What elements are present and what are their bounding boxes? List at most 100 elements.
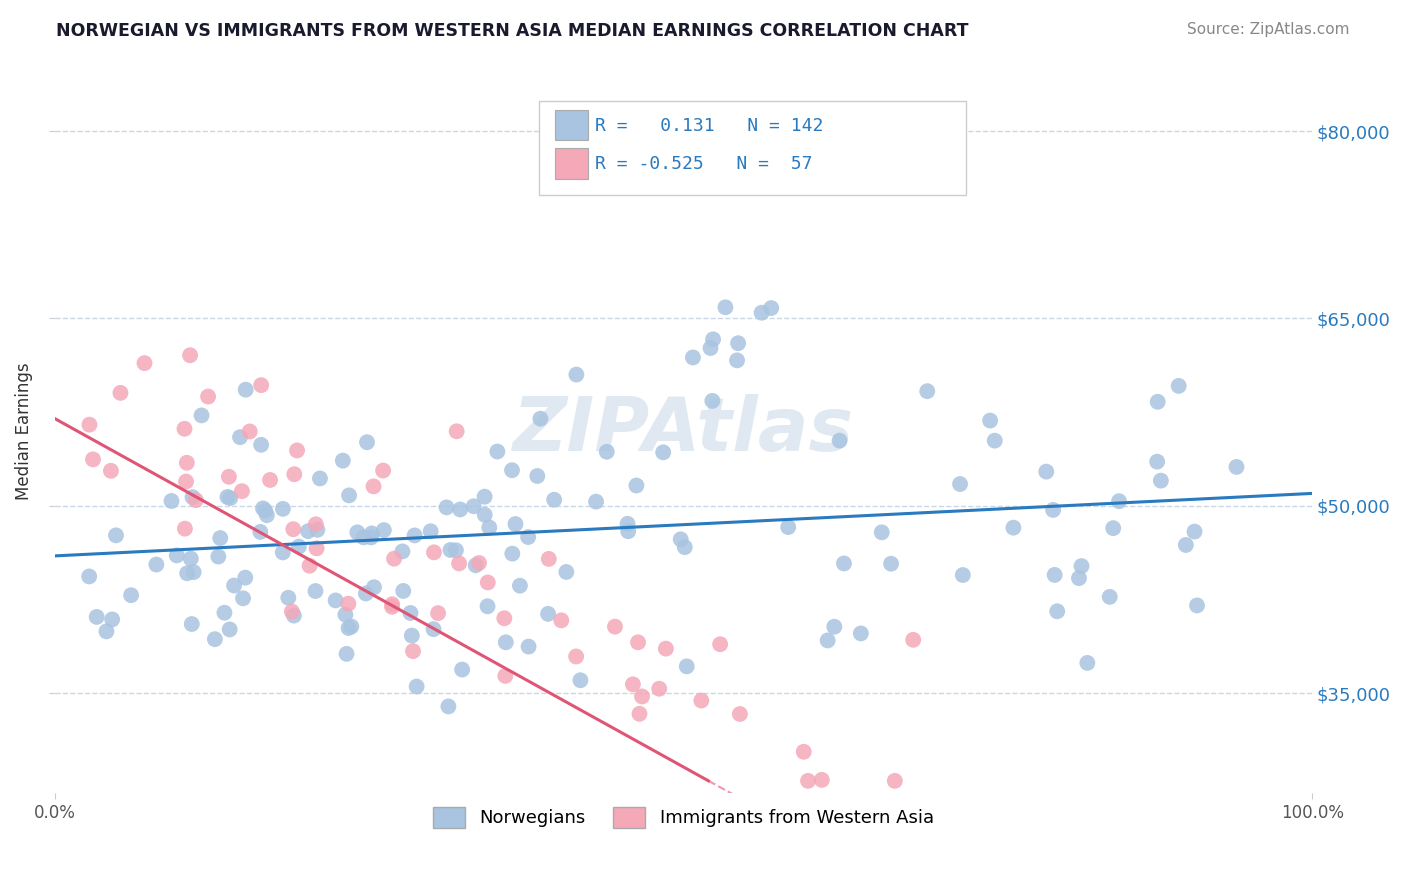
Point: [751, 306, 773, 320]
Point: [382, 551, 405, 566]
Point: [105, 528, 128, 542]
Point: [256, 508, 278, 523]
Point: [381, 597, 404, 611]
Point: [621, 677, 644, 691]
Point: [501, 547, 523, 561]
Point: [271, 501, 294, 516]
Text: ZIPAtlas: ZIPAtlas: [513, 394, 853, 467]
Point: [288, 540, 311, 554]
Point: [277, 591, 299, 605]
Point: [915, 384, 938, 399]
Point: [648, 681, 671, 696]
Point: [363, 479, 385, 493]
Point: [626, 478, 648, 492]
Point: [356, 435, 378, 450]
Point: [304, 584, 326, 599]
Point: [250, 378, 273, 392]
Point: [1184, 524, 1206, 539]
Point: [217, 490, 239, 504]
Point: [437, 699, 460, 714]
Point: [100, 464, 122, 478]
Point: [501, 463, 523, 477]
Point: [617, 524, 640, 539]
Point: [793, 745, 815, 759]
Point: [702, 332, 724, 346]
Point: [353, 530, 375, 544]
Point: [797, 773, 820, 788]
Point: [232, 591, 254, 606]
Point: [254, 503, 277, 517]
Point: [371, 464, 394, 478]
Point: [281, 605, 304, 619]
Point: [1174, 538, 1197, 552]
Point: [401, 629, 423, 643]
Point: [526, 469, 548, 483]
Point: [517, 640, 540, 654]
Point: [354, 586, 377, 600]
Point: [145, 558, 167, 572]
Point: [1076, 656, 1098, 670]
Point: [110, 385, 132, 400]
Point: [271, 545, 294, 559]
Point: [1002, 521, 1025, 535]
Point: [569, 673, 592, 688]
Point: [811, 772, 834, 787]
Point: [1146, 394, 1168, 409]
Point: [849, 626, 872, 640]
Point: [174, 522, 197, 536]
Point: [120, 588, 142, 602]
Point: [537, 607, 560, 621]
Point: [903, 632, 925, 647]
Point: [616, 516, 638, 531]
Point: [184, 493, 207, 508]
Point: [231, 484, 253, 499]
Text: Source: ZipAtlas.com: Source: ZipAtlas.com: [1187, 22, 1350, 37]
Point: [1043, 568, 1066, 582]
Point: [714, 301, 737, 315]
Point: [585, 494, 607, 508]
Point: [673, 540, 696, 554]
Point: [494, 611, 516, 625]
Point: [952, 568, 974, 582]
Point: [219, 491, 242, 505]
Point: [870, 525, 893, 540]
Point: [631, 690, 654, 704]
FancyBboxPatch shape: [538, 101, 966, 195]
Point: [761, 301, 783, 315]
Point: [392, 583, 415, 598]
Point: [494, 669, 516, 683]
Point: [381, 599, 404, 614]
Point: [402, 644, 425, 658]
Point: [190, 409, 212, 423]
Point: [305, 541, 328, 556]
Point: [173, 422, 195, 436]
Point: [446, 425, 468, 439]
Point: [283, 608, 305, 623]
Point: [983, 434, 1005, 448]
Point: [1098, 590, 1121, 604]
Point: [495, 635, 517, 649]
Point: [474, 508, 496, 522]
Point: [565, 368, 588, 382]
Point: [699, 341, 721, 355]
Point: [1102, 521, 1125, 535]
Point: [565, 649, 588, 664]
Point: [690, 693, 713, 707]
Point: [207, 549, 229, 564]
Point: [1067, 571, 1090, 585]
Point: [439, 543, 461, 558]
Point: [603, 619, 626, 633]
Point: [949, 477, 972, 491]
Point: [239, 425, 262, 439]
Point: [682, 351, 704, 365]
Point: [298, 558, 321, 573]
Point: [675, 659, 697, 673]
Point: [180, 617, 202, 632]
Point: [655, 641, 678, 656]
Point: [778, 520, 800, 534]
Text: R =   0.131   N = 142: R = 0.131 N = 142: [595, 117, 824, 135]
Point: [79, 417, 101, 432]
Point: [669, 533, 692, 547]
Point: [160, 494, 183, 508]
Point: [463, 500, 485, 514]
